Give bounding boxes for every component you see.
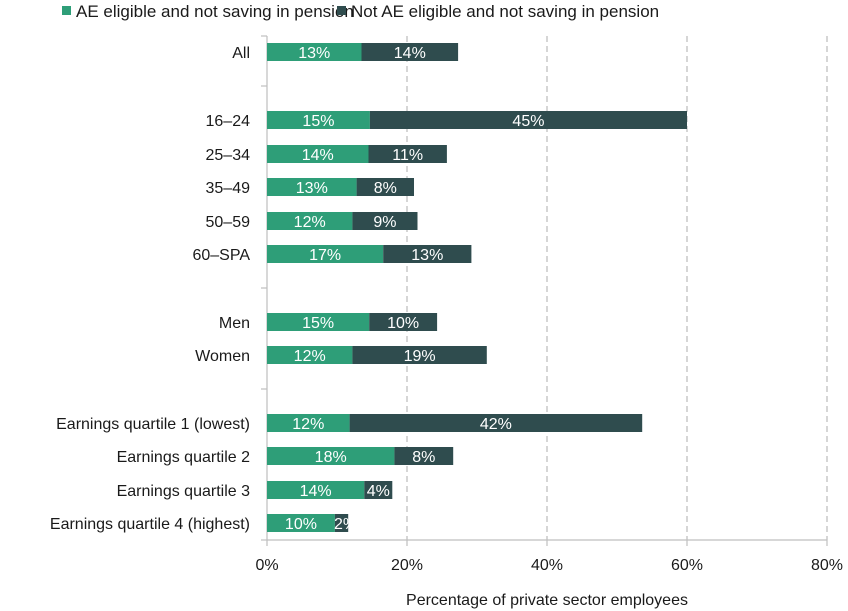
bar-not-ae-eligible — [356, 178, 414, 196]
category-label: Women — [195, 348, 250, 365]
bar-ae-eligible — [267, 111, 370, 129]
bar-ae-eligible — [267, 245, 384, 263]
bar-ae-eligible — [267, 43, 362, 61]
category-label: Earnings quartile 4 (highest) — [50, 516, 250, 533]
bar-not-ae-eligible — [361, 43, 459, 61]
data-label: 12% — [294, 348, 326, 365]
category-label: 35–49 — [206, 180, 251, 197]
x-tick-label: 60% — [671, 557, 703, 574]
x-axis-title: Percentage of private sector employees — [406, 592, 688, 609]
bar-ae-eligible — [267, 481, 365, 499]
x-tick-label: 20% — [391, 557, 423, 574]
bar-not-ae-eligible — [394, 447, 454, 465]
bar-not-ae-eligible — [334, 514, 349, 532]
category-label: 16–24 — [206, 113, 251, 130]
data-label: 42% — [480, 416, 512, 433]
data-label: 10% — [285, 516, 317, 533]
x-tick-label: 0% — [255, 557, 278, 574]
data-label: 13% — [296, 180, 328, 197]
category-label: Men — [219, 315, 250, 332]
data-label: 11% — [392, 147, 423, 164]
legend-label: AE eligible and not saving in pension — [76, 2, 354, 21]
x-tick-label: 40% — [531, 557, 563, 574]
bar-ae-eligible — [267, 178, 357, 196]
bar-not-ae-eligible — [352, 346, 487, 364]
category-label: 60–SPA — [192, 247, 250, 264]
bar-ae-eligible — [267, 145, 369, 163]
data-label: 17% — [309, 247, 341, 264]
bar-ae-eligible — [267, 514, 335, 532]
bar-not-ae-eligible — [369, 111, 687, 129]
category-label: 50–59 — [206, 214, 251, 231]
data-label: 12% — [294, 214, 326, 231]
data-label: 14% — [300, 483, 332, 500]
bar-ae-eligible — [267, 346, 353, 364]
bar-not-ae-eligible — [364, 481, 393, 499]
category-label: Earnings quartile 2 — [117, 449, 251, 466]
bar-ae-eligible — [267, 414, 350, 432]
data-label: 14% — [394, 45, 426, 62]
data-label: 19% — [404, 348, 436, 365]
data-label: 12% — [292, 416, 324, 433]
legend-label: Not AE eligible and not saving in pensio… — [351, 2, 659, 21]
bar-not-ae-eligible — [368, 145, 447, 163]
category-label: Earnings quartile 3 — [117, 483, 251, 500]
data-label: 18% — [315, 449, 347, 466]
data-label: 9% — [373, 214, 396, 231]
category-label: 25–34 — [206, 147, 251, 164]
data-label: 10% — [387, 315, 419, 332]
bar-not-ae-eligible — [369, 313, 438, 331]
data-label: 15% — [302, 315, 334, 332]
data-label: 15% — [302, 113, 334, 130]
category-label: All — [232, 45, 250, 62]
bar-not-ae-eligible — [349, 414, 643, 432]
bar-ae-eligible — [267, 212, 353, 230]
x-tick-label: 80% — [811, 557, 843, 574]
data-label: 13% — [411, 247, 443, 264]
bar-not-ae-eligible — [383, 245, 472, 263]
data-label: 13% — [298, 45, 330, 62]
bar-not-ae-eligible — [352, 212, 418, 230]
data-label: 8% — [412, 449, 435, 466]
labels: 0% 20% 40% 60% 80% All 13% 14% 16–24 15% 45% 25–34 1… — [50, 45, 843, 609]
legend: AE eligible and not saving in pensionNot… — [62, 2, 659, 21]
bar-ae-eligible — [267, 447, 395, 465]
legend-swatch — [62, 6, 71, 15]
data-label: 8% — [374, 180, 397, 197]
bars — [267, 43, 687, 532]
data-label: 2% — [334, 516, 357, 533]
legend-swatch — [337, 6, 346, 15]
bar-ae-eligible — [267, 313, 370, 331]
data-label: 14% — [302, 147, 334, 164]
data-label: 45% — [512, 113, 544, 130]
data-label: 4% — [367, 483, 390, 500]
category-label: Earnings quartile 1 (lowest) — [56, 416, 250, 433]
